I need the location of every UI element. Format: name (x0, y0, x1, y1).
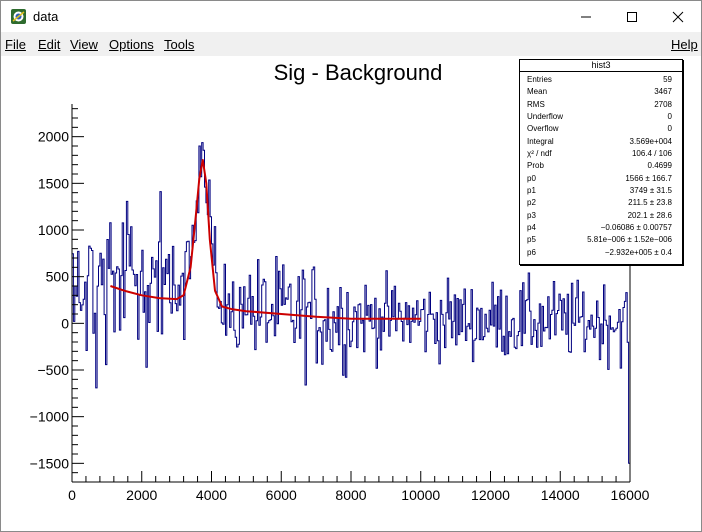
minimize-icon (581, 16, 591, 17)
stat-value: 3467 (654, 87, 672, 97)
stats-box[interactable]: hist3 Entries 59 Mean 3467 RMS 2708 Underfl… (519, 59, 683, 265)
close-button[interactable] (655, 1, 701, 32)
menu-tools[interactable]: Tools (164, 37, 194, 52)
menu-options[interactable]: Options (109, 37, 154, 52)
menu-view-label: View (70, 37, 98, 52)
stat-label: p6 (527, 247, 536, 257)
stat-label: p0 (527, 173, 536, 183)
fit-curve (110, 159, 421, 320)
stat-value: −0.06086 ± 0.00757 (600, 223, 672, 233)
y-tick-label: 500 (46, 269, 70, 285)
menu-help[interactable]: Help (671, 37, 698, 52)
stat-row-entries: Entries 59 (520, 74, 682, 86)
x-tick-label: 10000 (401, 487, 440, 503)
stat-row-p4: p4 −0.06086 ± 0.00757 (520, 222, 682, 234)
y-tick-label: 1000 (38, 222, 69, 238)
stat-value: 3.569e+004 (629, 136, 673, 146)
stat-value: 0 (667, 112, 672, 122)
menu-file-label: File (5, 37, 26, 52)
menu-options-label: Options (109, 37, 154, 52)
stat-value: 0.4699 (647, 161, 672, 171)
plot-canvas[interactable]: Sig - Background 0 2000 4000 6000 8000 10000 1… (1, 56, 701, 531)
histogram-series (71, 142, 630, 464)
stat-row-p2: p2 211.5 ± 23.8 (520, 197, 682, 209)
menu-edit-label: Edit (38, 37, 61, 52)
stat-value: −2.932e+005 ± 0.4 (604, 247, 672, 257)
title-bar[interactable]: data (1, 1, 701, 32)
y-tick-label: 0 (61, 315, 69, 331)
stat-value: 202.1 ± 28.6 (627, 210, 672, 220)
maximize-icon (627, 11, 637, 22)
minimize-button[interactable] (563, 1, 609, 32)
y-tick-label: −1000 (30, 409, 70, 425)
x-tick-label: 12000 (471, 487, 510, 503)
stat-label: RMS (527, 99, 545, 109)
histogram-plot: Sig - Background 0 2000 4000 6000 8000 10000 1… (30, 60, 650, 503)
menu-bar: File Edit View Options Tools Help (1, 32, 701, 56)
stat-label: Mean (527, 87, 548, 97)
stat-label: p4 (527, 223, 536, 233)
stat-value: 1566 ± 166.7 (625, 173, 672, 183)
stat-value: 211.5 ± 23.8 (628, 198, 672, 208)
menu-file[interactable]: File (5, 37, 26, 52)
menu-help-label: Help (671, 37, 698, 52)
x-tick-label: 4000 (196, 487, 227, 503)
menu-edit[interactable]: Edit (38, 37, 60, 52)
stat-row-p5: p5 5.81e−006 ± 1.52e−006 (520, 234, 682, 246)
y-tick-label: −1500 (30, 455, 70, 471)
stat-label: p5 (527, 235, 536, 245)
stat-row-rms: RMS 2708 (520, 99, 682, 111)
root-canvas-icon (11, 9, 26, 24)
close-icon (672, 11, 684, 22)
stat-value: 2708 (654, 99, 672, 109)
stat-label: p2 (527, 198, 536, 208)
x-tick-label: 6000 (266, 487, 297, 503)
maximize-button[interactable] (609, 1, 655, 32)
stat-value: 0 (667, 124, 672, 134)
stat-row-p1: p1 3749 ± 31.5 (520, 185, 682, 197)
stat-row-p0: p0 1566 ± 166.7 (520, 173, 682, 185)
window-title: data (33, 9, 59, 24)
stat-row-p3: p3 202.1 ± 28.6 (520, 210, 682, 222)
stat-label: Overflow (527, 124, 559, 134)
stat-value: 3749 ± 31.5 (629, 186, 672, 196)
y-tick-label: 1500 (38, 175, 69, 191)
x-tick-label: 0 (68, 487, 76, 503)
menu-tools-label: Tools (164, 37, 195, 52)
stat-value: 5.81e−006 ± 1.52e−006 (587, 235, 672, 245)
data-layer (71, 142, 630, 464)
stats-title: hist3 (520, 60, 682, 72)
x-tick-label: 16000 (611, 487, 650, 503)
stat-row-p6: p6 −2.932e+005 ± 0.4 (520, 247, 682, 259)
stat-label: χ² / ndf (527, 149, 552, 159)
x-tick-label: 14000 (541, 487, 580, 503)
stat-value: 106.4 / 106 (631, 149, 672, 159)
stat-label: p3 (527, 210, 536, 220)
stat-label: Entries (527, 75, 552, 84)
stat-label: p1 (527, 186, 536, 196)
x-tick-label: 2000 (126, 487, 157, 503)
stat-row-mean: Mean 3467 (520, 86, 682, 98)
axis-layer: 0 2000 4000 6000 8000 10000 12000 14000 16000−15… (30, 104, 650, 503)
stat-row-overflow: Overflow 0 (520, 123, 682, 135)
y-tick-label: −500 (37, 362, 69, 378)
stat-row-prob: Prob 0.4699 (520, 160, 682, 172)
stat-label: Underflow (527, 112, 564, 122)
stat-label: Prob (527, 161, 544, 171)
stat-row-underflow: Underflow 0 (520, 111, 682, 123)
y-tick-label: 2000 (38, 129, 69, 145)
plot-title: Sig - Background (274, 60, 443, 85)
stat-row-chi2: χ² / ndf 106.4 / 106 (520, 148, 682, 160)
stat-value: 59 (663, 75, 672, 84)
stat-row-integral: Integral 3.569e+004 (520, 136, 682, 148)
x-tick-label: 8000 (335, 487, 366, 503)
stat-label: Integral (527, 136, 554, 146)
stats-rows: Entries 59 Mean 3467 RMS 2708 Underflow 0 Ov… (520, 74, 682, 259)
menu-view[interactable]: View (70, 37, 98, 52)
